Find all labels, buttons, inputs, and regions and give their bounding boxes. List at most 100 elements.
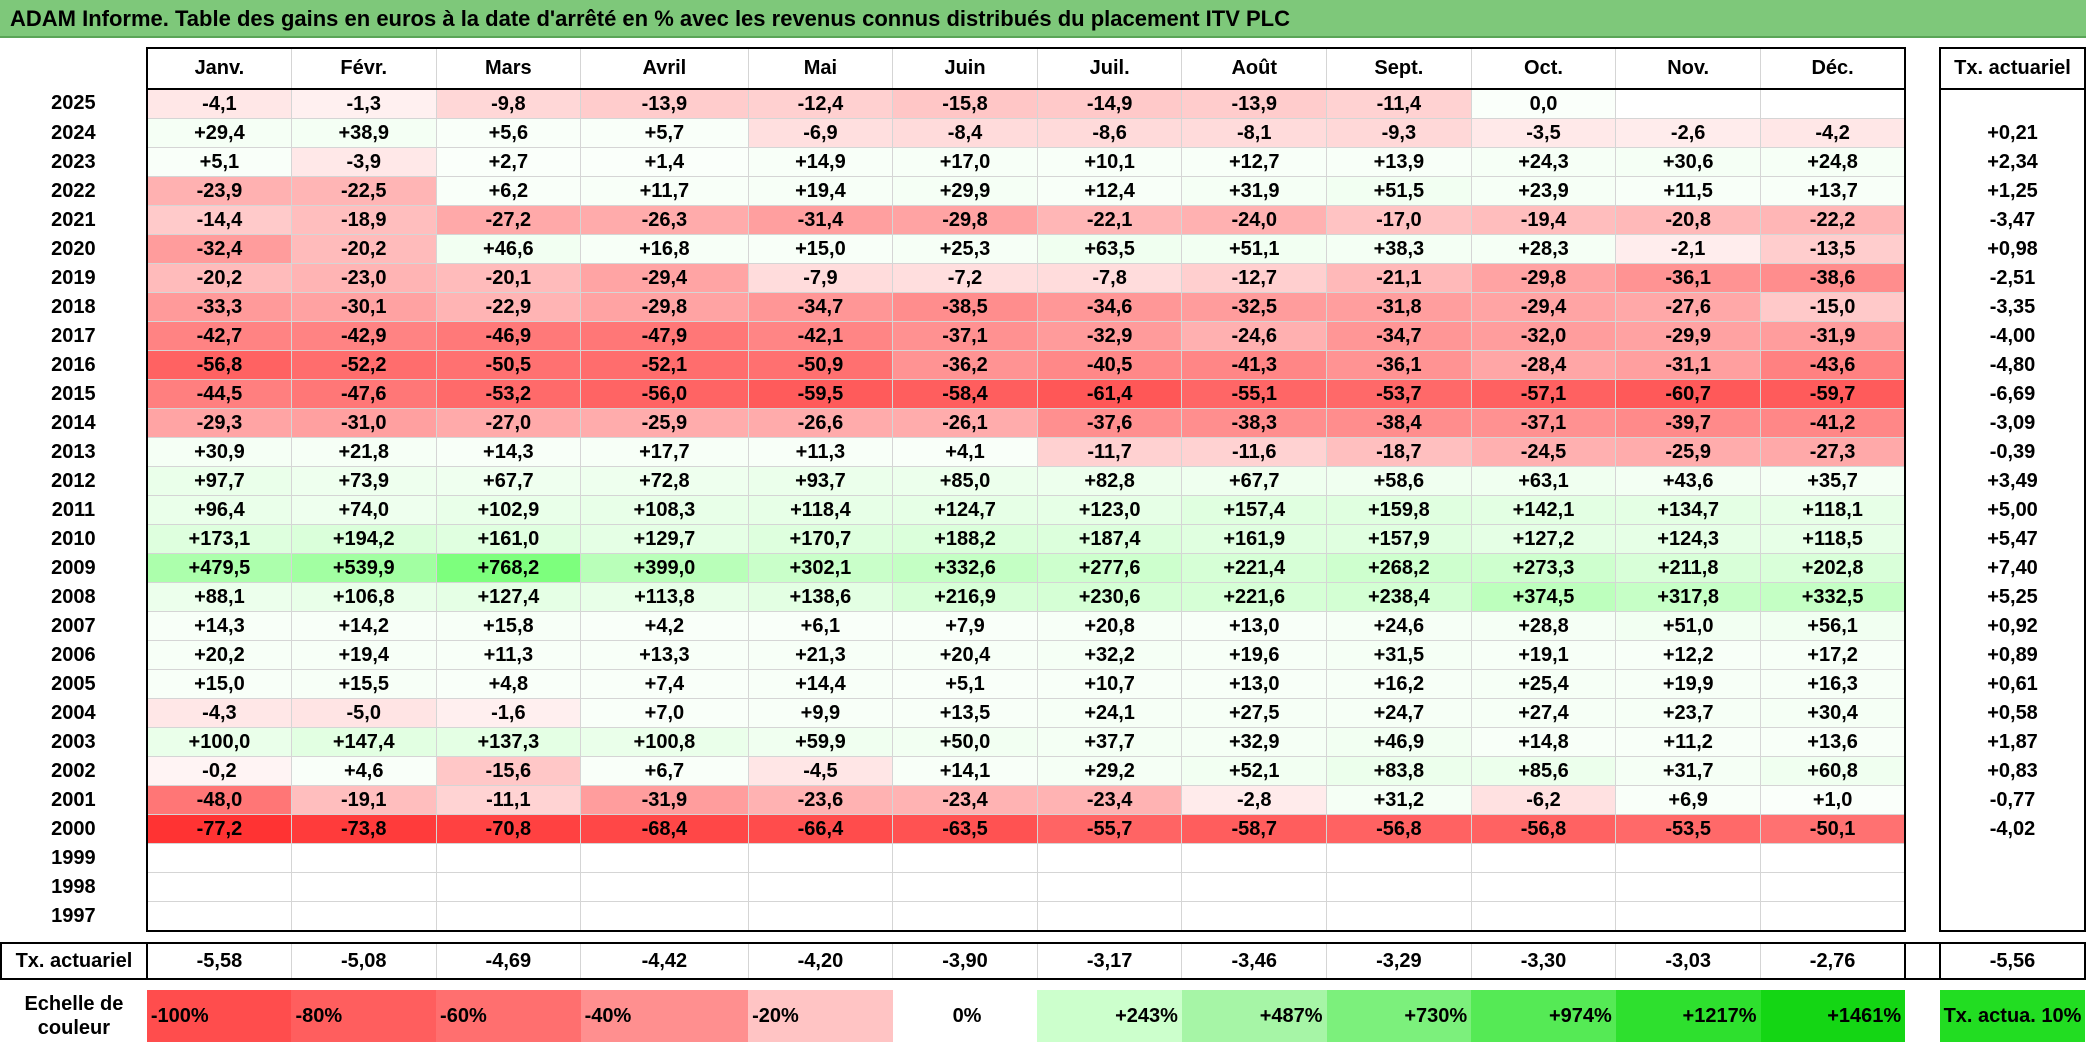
value-cell: +27,5 bbox=[1181, 698, 1328, 728]
value-cell: +118,1 bbox=[1760, 495, 1907, 525]
value-cell: -38,6 bbox=[1760, 263, 1907, 293]
actuarial-cell bbox=[1939, 901, 2086, 932]
color-scale-swatch: -80% bbox=[291, 990, 437, 1042]
color-scale-swatch: +243% bbox=[1037, 990, 1182, 1042]
value-cell: +37,7 bbox=[1036, 727, 1183, 757]
actuarial-cell: -2,51 bbox=[1939, 263, 2086, 293]
value-cell: +52,1 bbox=[1181, 756, 1328, 786]
actuarial-cell: -3,09 bbox=[1939, 408, 2086, 438]
year-label: 2018 bbox=[51, 295, 96, 318]
value-cell: -66,4 bbox=[747, 814, 894, 844]
value-cell: +29,9 bbox=[892, 176, 1038, 206]
summary-label: Tx. actuariel bbox=[0, 942, 148, 980]
value-cell: +127,2 bbox=[1470, 524, 1617, 554]
value-cell: -20,1 bbox=[435, 263, 582, 293]
actuarial-cell: -4,02 bbox=[1939, 814, 2086, 844]
column-gap bbox=[1905, 756, 1941, 786]
spacer-cell bbox=[893, 979, 1038, 990]
value-cell: -44,5 bbox=[145, 379, 292, 409]
value-cell: -6,2 bbox=[1470, 785, 1617, 815]
summary-cell: -3,30 bbox=[1470, 942, 1617, 980]
spacer-cell bbox=[1940, 931, 2085, 943]
value-cell: -23,9 bbox=[145, 176, 292, 206]
column-gap bbox=[1905, 147, 1941, 177]
value-cell: -55,7 bbox=[1036, 814, 1183, 844]
value-cell: -9,8 bbox=[435, 88, 582, 119]
value-cell: +56,1 bbox=[1760, 611, 1907, 641]
value-cell: -32,9 bbox=[1036, 321, 1183, 351]
value-cell: +5,6 bbox=[435, 118, 582, 148]
value-cell: +100,0 bbox=[145, 727, 292, 757]
value-cell: +85,6 bbox=[1470, 756, 1617, 786]
value-cell: -27,6 bbox=[1615, 292, 1761, 322]
value-cell: -56,8 bbox=[145, 350, 292, 380]
column-gap bbox=[1905, 118, 1941, 148]
report-title: ADAM Informe. Table des gains en euros à… bbox=[0, 0, 2086, 38]
value-cell: +187,4 bbox=[1036, 524, 1183, 554]
table-row: 2001 -48,0 -19,1 -11,1 -31,9 -23,6 -23,4 -23,4-… bbox=[1, 785, 2086, 815]
value-cell: -31,9 bbox=[1760, 321, 1907, 351]
value-cell: +32,9 bbox=[1181, 727, 1328, 757]
value-cell bbox=[747, 872, 894, 902]
value-cell: +72,8 bbox=[580, 466, 749, 496]
year-label: 1999 bbox=[51, 846, 96, 869]
table-row: 2019 -20,2 -23,0 -20,1 -29,4 -7,9 -7,2 -7,8 -12,… bbox=[1, 263, 2086, 293]
spacer-cell bbox=[291, 979, 436, 990]
value-cell: +7,4 bbox=[580, 669, 749, 699]
actuarial-cell: -3,47 bbox=[1939, 205, 2086, 235]
value-cell bbox=[892, 872, 1038, 902]
value-cell bbox=[1470, 872, 1617, 902]
value-cell: +63,5 bbox=[1036, 234, 1183, 264]
value-cell: +161,9 bbox=[1181, 524, 1328, 554]
value-cell: -2,6 bbox=[1615, 118, 1761, 148]
value-cell bbox=[747, 843, 894, 873]
value-cell bbox=[580, 901, 749, 932]
value-cell: -59,5 bbox=[747, 379, 894, 409]
month-header: Déc. bbox=[1760, 47, 1907, 90]
value-cell: -25,9 bbox=[580, 408, 749, 438]
column-gap bbox=[1905, 843, 1941, 873]
value-cell: -24,5 bbox=[1470, 437, 1617, 467]
spacer-cell bbox=[893, 931, 1038, 943]
value-cell: +43,6 bbox=[1615, 466, 1761, 496]
value-cell: -42,9 bbox=[290, 321, 437, 351]
value-cell: -2,1 bbox=[1615, 234, 1761, 264]
year-label: 2008 bbox=[51, 585, 96, 608]
value-cell: +332,5 bbox=[1760, 582, 1907, 612]
summary-cell: -4,42 bbox=[580, 942, 749, 980]
year-label: 2022 bbox=[51, 179, 96, 202]
year-label: 2019 bbox=[51, 266, 96, 289]
value-cell: -1,6 bbox=[435, 698, 582, 728]
actuarial-cell: +5,00 bbox=[1939, 495, 2086, 525]
year-label: 2009 bbox=[51, 556, 96, 579]
column-gap bbox=[1905, 727, 1941, 757]
value-cell: +4,8 bbox=[435, 669, 582, 699]
value-cell: +63,1 bbox=[1470, 466, 1617, 496]
table-row: 2025 -4,1 -1,3 -9,8 -13,9 -12,4 -15,8 -14,9 -13,… bbox=[1, 88, 2086, 119]
value-cell: -37,6 bbox=[1036, 408, 1183, 438]
actuarial-cell: +0,98 bbox=[1939, 234, 2086, 264]
value-cell: -8,1 bbox=[1181, 118, 1328, 148]
value-cell: -36,1 bbox=[1615, 263, 1761, 293]
spacer-cell bbox=[748, 931, 893, 943]
year-label: 2011 bbox=[51, 498, 96, 521]
value-cell: +16,8 bbox=[580, 234, 749, 264]
year-label: 1997 bbox=[51, 904, 96, 927]
value-cell: +11,3 bbox=[435, 640, 582, 670]
table-row: 2010 +173,1 +194,2 +161,0 +129,7 +170,7 +188,2… bbox=[1, 524, 2086, 554]
value-cell: -43,6 bbox=[1760, 350, 1907, 380]
value-cell: +82,8 bbox=[1036, 466, 1183, 496]
value-cell: +14,4 bbox=[747, 669, 894, 699]
table-row: 2000 -77,2 -73,8 -70,8 -68,4 -66,4 -63,5 -55,7-… bbox=[1, 814, 2086, 844]
spacer-cell bbox=[1182, 931, 1327, 943]
value-cell: +216,9 bbox=[892, 582, 1038, 612]
actuarial-cell: +5,47 bbox=[1939, 524, 2086, 554]
value-cell: +2,7 bbox=[435, 147, 582, 177]
value-cell: -20,2 bbox=[145, 263, 292, 293]
value-cell: +13,6 bbox=[1760, 727, 1907, 757]
value-cell: +106,8 bbox=[290, 582, 437, 612]
value-cell: -29,9 bbox=[1615, 321, 1761, 351]
value-cell: +6,1 bbox=[747, 611, 894, 641]
value-cell: +138,6 bbox=[747, 582, 894, 612]
year-label: 2023 bbox=[51, 150, 96, 173]
